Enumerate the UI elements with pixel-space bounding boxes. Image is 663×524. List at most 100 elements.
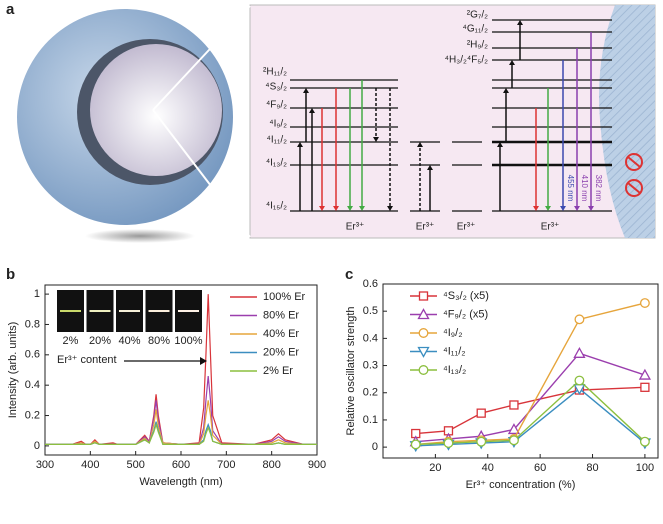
zoom-box (249, 4, 656, 239)
y-tick-label: 0.6 (363, 278, 378, 290)
ion-label: Er³⁺ (416, 222, 435, 233)
ion-label: Er³⁺ (346, 222, 365, 233)
wavelength-label: 382 nm (594, 175, 603, 202)
ion-label: Er³⁺ (541, 222, 560, 233)
marker (417, 308, 430, 320)
legend-label: ⁴I₉/₂ (443, 327, 462, 339)
marker (418, 365, 429, 375)
marker (574, 375, 585, 386)
inset-arrowhead (200, 357, 207, 365)
legend-label: 40% Er (263, 328, 299, 340)
shadow (85, 229, 195, 243)
legend-label: ⁴I₁₃/₂ (443, 364, 466, 376)
legend-label: 80% Er (263, 309, 299, 321)
energy-levels (290, 19, 612, 212)
marker (418, 328, 429, 338)
marker (443, 438, 454, 448)
level-label: ²H₁₁/₂ (263, 67, 287, 78)
arrowhead (303, 88, 309, 93)
x-tick-label: 500 (126, 459, 144, 471)
series-line (415, 352, 646, 443)
marker (639, 436, 650, 447)
series-line (415, 387, 646, 447)
x-axis-label: Er³⁺ concentration (%) (466, 479, 576, 491)
series-line (45, 376, 317, 445)
wavelength-label: 455 nm (566, 175, 575, 202)
level-label: ⁴I₁₅/₂ (266, 201, 287, 212)
level-label: ⁴S₃/₂ (265, 82, 287, 93)
x-tick-label: 700 (217, 459, 235, 471)
block-icons (625, 153, 643, 197)
legend-label: 2% Er (263, 365, 293, 377)
level-label: ⁴G₁₁/₂ (463, 24, 489, 35)
level-label: ⁴F₉/₂ (266, 100, 287, 111)
x-tick-label: 300 (36, 459, 54, 471)
arrowhead (545, 206, 551, 211)
arrowhead (333, 206, 339, 211)
ion-label: Er³⁺ (457, 222, 476, 233)
marker (639, 298, 650, 308)
y-tick-label: 1 (34, 288, 40, 300)
level-label: ²G₇/₂ (467, 10, 488, 21)
x-axis-label: Wavelength (nm) (139, 476, 222, 488)
arrowhead (417, 142, 423, 147)
arrowhead (359, 206, 365, 211)
plot-frame (382, 283, 659, 459)
arrowhead (588, 206, 594, 211)
arrowhead (347, 206, 353, 211)
marker (640, 382, 650, 392)
inset-label: 40% (118, 335, 140, 347)
panel-label: b (6, 266, 15, 283)
legend-label: 20% Er (263, 346, 299, 358)
y-tick-label: 0.5 (363, 305, 378, 317)
core (90, 44, 222, 176)
x-tick-label: 80 (586, 462, 598, 474)
level-label: ²H₉/₂ (467, 40, 488, 51)
series-line (415, 302, 646, 446)
x-tick-label: 400 (81, 459, 99, 471)
y-tick-label: 0.8 (25, 318, 40, 330)
marker (573, 346, 586, 358)
x-tick-label: 60 (534, 462, 546, 474)
marker (476, 408, 486, 418)
x-tick-label: 20 (429, 462, 441, 474)
arrowhead (574, 206, 580, 211)
level-label: ⁴I₁₃/₂ (266, 158, 287, 169)
x-tick-label: 40 (482, 462, 494, 474)
series-line (45, 422, 317, 445)
arrowhead (427, 165, 433, 170)
inset-label: 80% (148, 335, 170, 347)
marker (638, 368, 652, 380)
x-tick-label: 600 (172, 459, 190, 471)
legend-label: 100% Er (263, 291, 306, 303)
y-axis-label: Relative oscillator strength (345, 306, 357, 435)
panel-a: a ²H₁₁/₂ ⁴S₃/₂ ⁴F₉/₂ ⁴I₉/₂ ⁴I₁₁/₂ ⁴I₁₃/₂… (6, 1, 656, 243)
marker (476, 436, 487, 447)
marker (418, 291, 429, 301)
arrowhead (517, 20, 523, 25)
y-tick-label: 0 (372, 441, 378, 453)
arrowhead (497, 142, 503, 147)
inset-label: 100% (174, 335, 202, 347)
arrowhead (533, 206, 539, 211)
arrowhead (297, 142, 303, 147)
series-line (415, 386, 645, 435)
y-tick-label: 0 (34, 440, 40, 452)
inset-caption: Er³⁺ content (57, 354, 117, 366)
x-tick-label: 900 (308, 459, 326, 471)
arrowhead (503, 88, 509, 93)
marker (509, 435, 519, 446)
arrowhead (509, 60, 515, 65)
arrowhead (560, 206, 566, 211)
y-tick-label: 0.4 (363, 332, 378, 344)
marker (509, 400, 519, 410)
inset-label: 2% (63, 335, 79, 347)
zoom-line (152, 109, 251, 238)
y-tick-label: 0.4 (25, 379, 40, 391)
level-label: ⁴I₁₁/₂ (267, 135, 288, 146)
y-tick-label: 0.2 (25, 409, 40, 421)
marker (417, 346, 430, 358)
marker (574, 314, 585, 325)
level-label: ⁴H₃/₂⁴F₅/₂ (445, 55, 488, 66)
legend-label: ⁴S₃/₂ (x5) (443, 290, 489, 302)
